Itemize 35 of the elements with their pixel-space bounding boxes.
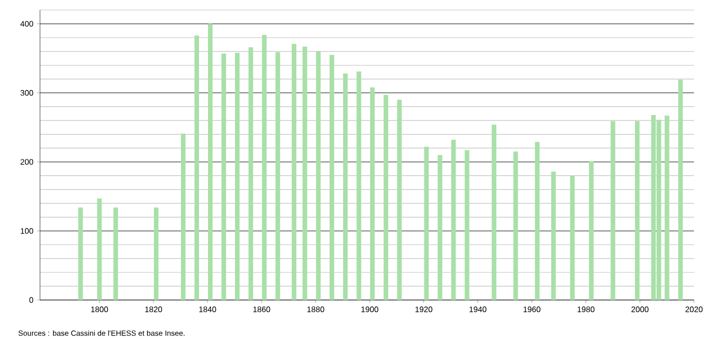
bar [492, 124, 496, 300]
bar [464, 150, 470, 300]
bar [194, 36, 200, 300]
bar [534, 142, 540, 300]
bar [610, 121, 616, 300]
bar [180, 134, 186, 300]
bar [248, 47, 254, 300]
bar [589, 161, 594, 300]
bar [97, 198, 102, 300]
bar [424, 146, 429, 300]
bar [370, 87, 375, 300]
bar [292, 44, 296, 300]
bar [154, 207, 159, 300]
bar [513, 152, 518, 300]
bar [551, 172, 556, 300]
bar [276, 52, 280, 300]
bar [330, 54, 334, 300]
bar [664, 116, 670, 300]
bar [262, 34, 267, 300]
bar [221, 54, 226, 300]
bar [678, 80, 683, 300]
bar [234, 52, 240, 300]
bar [451, 140, 456, 300]
bar [208, 24, 213, 300]
bar [316, 51, 321, 300]
bar [384, 94, 388, 300]
bar [343, 74, 348, 300]
bar [113, 207, 118, 300]
bar [302, 46, 308, 300]
bar [634, 121, 640, 300]
bar [78, 207, 83, 300]
bar [356, 71, 362, 300]
bar [397, 100, 402, 300]
bar [570, 176, 575, 300]
bar [438, 155, 442, 300]
